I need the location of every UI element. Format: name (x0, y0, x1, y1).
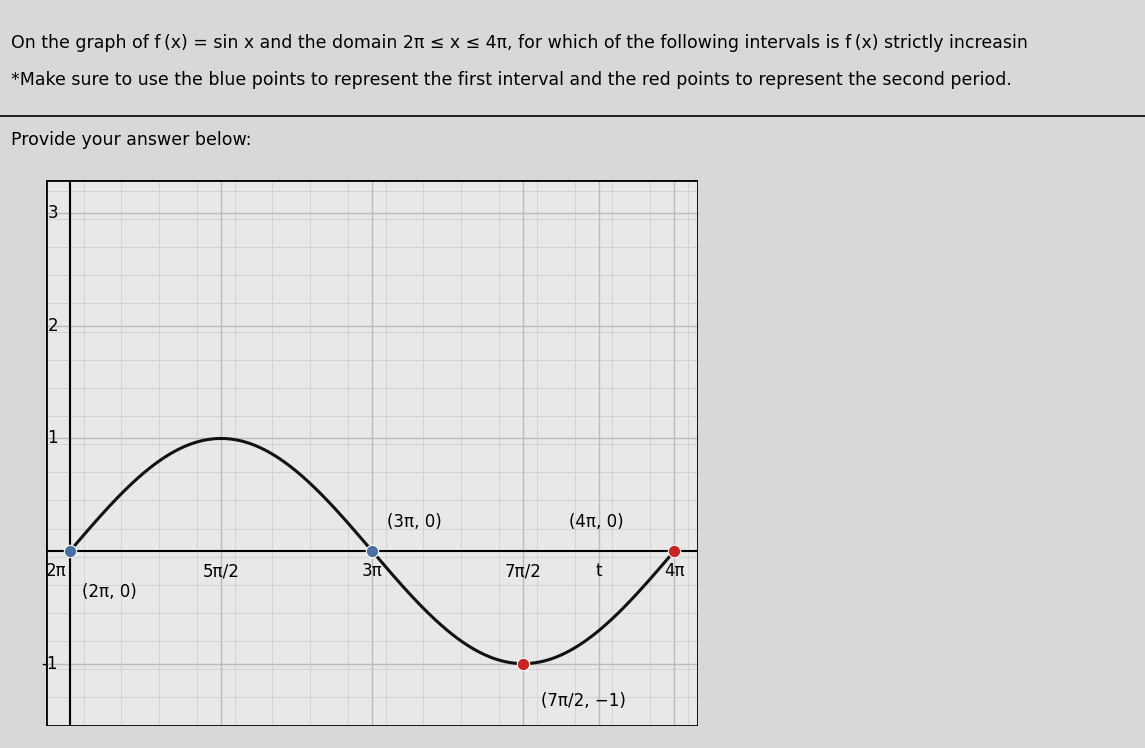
Text: 7π/2: 7π/2 (505, 562, 542, 580)
Text: On the graph of f (x) = sin x and the domain 2π ≤ x ≤ 4π, for which of the follo: On the graph of f (x) = sin x and the do… (11, 34, 1028, 52)
Point (61, 545, 79, 557)
Point (514, 657, 532, 669)
Text: (4π, 0): (4π, 0) (569, 513, 623, 531)
Text: 5π/2: 5π/2 (203, 562, 239, 580)
Text: 4π: 4π (664, 562, 685, 580)
Point (665, 545, 684, 557)
Text: (3π, 0): (3π, 0) (387, 513, 442, 531)
Text: -1: -1 (41, 654, 58, 672)
Text: Provide your answer below:: Provide your answer below: (11, 131, 252, 149)
Text: 2: 2 (47, 317, 58, 335)
Text: (7π/2, −1): (7π/2, −1) (542, 692, 626, 710)
Text: (2π, 0): (2π, 0) (82, 583, 136, 601)
Text: 3π: 3π (362, 562, 382, 580)
Text: 3: 3 (47, 204, 58, 222)
Text: 2π: 2π (46, 562, 66, 580)
Text: *Make sure to use the blue points to represent the first interval and the red po: *Make sure to use the blue points to rep… (11, 71, 1012, 89)
Text: t: t (595, 562, 602, 580)
Text: 1: 1 (47, 429, 58, 447)
Point (363, 545, 381, 557)
